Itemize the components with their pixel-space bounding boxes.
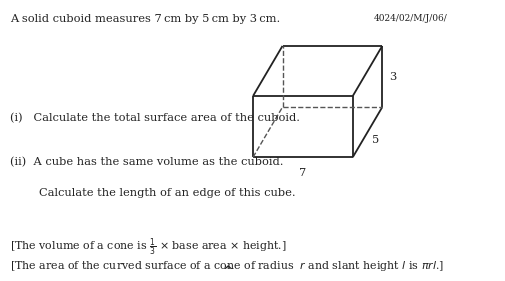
Text: Calculate the length of an edge of this cube.: Calculate the length of an edge of this … [11,188,295,198]
Text: (ii)  A cube has the same volume as the cuboid.: (ii) A cube has the same volume as the c… [11,157,283,167]
Text: 7: 7 [298,168,306,178]
Text: 3: 3 [388,71,395,81]
Text: 5: 5 [371,135,379,145]
Text: 4024/02/M/J/06/: 4024/02/M/J/06/ [374,14,447,23]
Text: A solid cuboid measures 7 cm by 5 cm by 3 cm.: A solid cuboid measures 7 cm by 5 cm by … [11,14,280,24]
Text: ^: ^ [222,265,233,278]
Text: [The area of the curved surface of a cone of radius  $r$ and slant height $l$ is: [The area of the curved surface of a con… [11,259,444,273]
Text: [The volume of a cone is $\frac{1}{3}$ $\times$ base area $\times$ height.]: [The volume of a cone is $\frac{1}{3}$ $… [11,237,287,258]
Text: (i)   Calculate the total surface area of the cuboid.: (i) Calculate the total surface area of … [11,113,300,123]
